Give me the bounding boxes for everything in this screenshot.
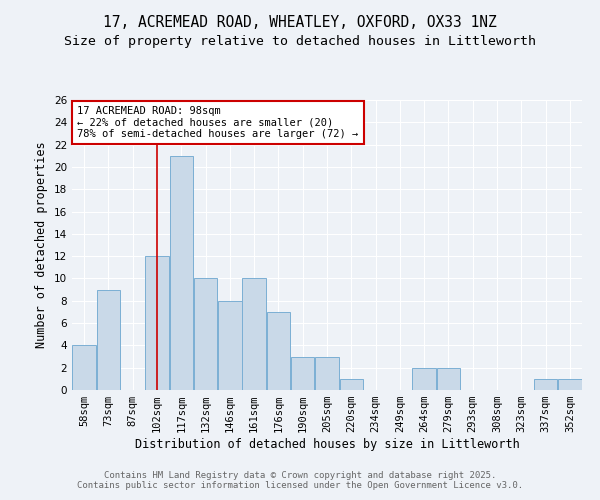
- Bar: [266, 312, 290, 390]
- Bar: [412, 368, 436, 390]
- Bar: [558, 379, 581, 390]
- Text: Contains HM Land Registry data © Crown copyright and database right 2025.
Contai: Contains HM Land Registry data © Crown c…: [77, 470, 523, 490]
- Bar: [534, 379, 557, 390]
- Bar: [315, 356, 339, 390]
- Bar: [437, 368, 460, 390]
- Text: 17 ACREMEAD ROAD: 98sqm
← 22% of detached houses are smaller (20)
78% of semi-de: 17 ACREMEAD ROAD: 98sqm ← 22% of detache…: [77, 106, 358, 139]
- X-axis label: Distribution of detached houses by size in Littleworth: Distribution of detached houses by size …: [134, 438, 520, 451]
- Bar: [97, 290, 120, 390]
- Bar: [170, 156, 193, 390]
- Bar: [242, 278, 266, 390]
- Bar: [145, 256, 169, 390]
- Bar: [291, 356, 314, 390]
- Bar: [340, 379, 363, 390]
- Bar: [73, 346, 96, 390]
- Bar: [194, 278, 217, 390]
- Bar: [218, 301, 242, 390]
- Y-axis label: Number of detached properties: Number of detached properties: [35, 142, 49, 348]
- Text: 17, ACREMEAD ROAD, WHEATLEY, OXFORD, OX33 1NZ: 17, ACREMEAD ROAD, WHEATLEY, OXFORD, OX3…: [103, 15, 497, 30]
- Text: Size of property relative to detached houses in Littleworth: Size of property relative to detached ho…: [64, 35, 536, 48]
